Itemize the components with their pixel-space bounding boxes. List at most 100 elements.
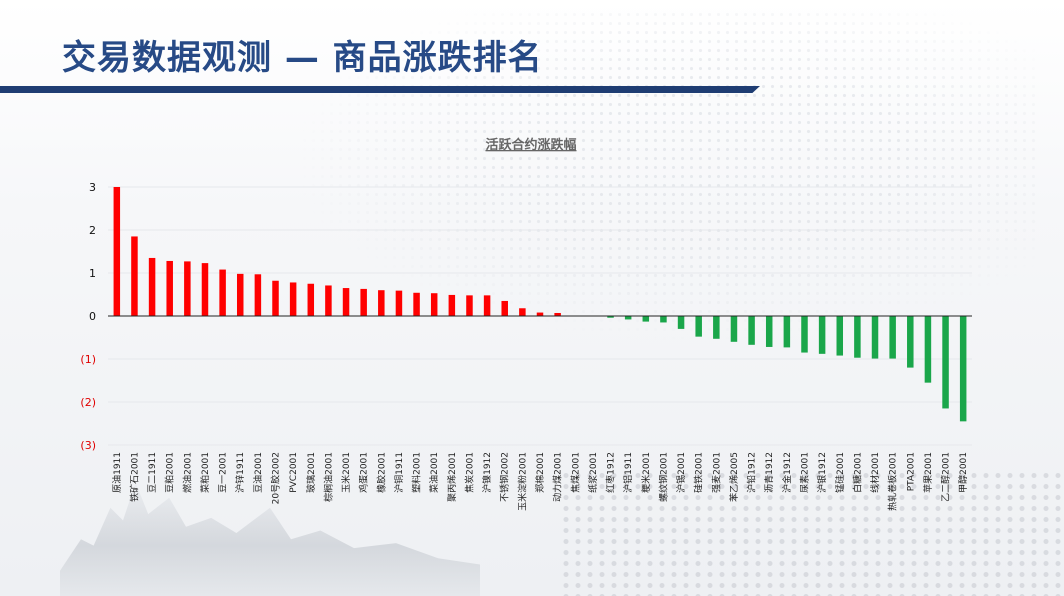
y-tick-label: 3 — [89, 181, 96, 194]
x-tick-label: 沪铝1911 — [622, 452, 634, 493]
bar — [854, 316, 861, 358]
x-tick-label: 热轧卷板2001 — [887, 452, 899, 511]
bar — [642, 316, 650, 322]
bar — [113, 187, 121, 316]
bar — [818, 316, 826, 354]
x-tick-label: 沪金1912 — [781, 452, 793, 493]
x-tick-label: 沪镍1912 — [481, 452, 493, 493]
x-tick-label: 线材2001 — [869, 452, 881, 493]
bar — [924, 316, 932, 383]
bar — [413, 292, 420, 316]
x-tick-label: 苹果2001 — [922, 452, 934, 493]
x-tick-label: PVC2001 — [289, 452, 299, 493]
x-tick-label: 棕榈油2001 — [322, 452, 334, 502]
x-tick-label: 橡胶2001 — [375, 452, 387, 493]
x-axis-labels: 原油1911 铁矿石2001 豆二1911 豆粕2001 燃油2001 菜粕2001 豆一2… — [111, 452, 969, 511]
bar — [360, 288, 367, 316]
x-tick-label: 尿素2001 — [798, 452, 810, 493]
x-tick-label: 豆一2001 — [218, 452, 229, 493]
y-tick-label: (1) — [80, 353, 96, 366]
y-tick-label: (3) — [80, 439, 96, 452]
x-tick-label: 硅铁2001 — [693, 452, 705, 493]
y-axis: 3 2 1 0 (1) (2) (3) — [80, 181, 96, 452]
x-tick-label: 锰硅2001 — [834, 452, 846, 493]
x-tick-label: 沪银1912 — [816, 452, 828, 493]
x-tick-label: 焦炭2001 — [463, 452, 475, 493]
x-tick-label: 沪铅1912 — [746, 452, 758, 493]
bar — [554, 312, 561, 316]
bar — [201, 263, 209, 316]
x-tick-label: 鸡蛋2001 — [358, 452, 370, 493]
x-tick-label: 20号胶2002 — [270, 452, 282, 504]
bar — [131, 236, 138, 316]
x-tick-label: 苯乙烯2005 — [728, 452, 740, 502]
x-tick-label: 铁矿石2001 — [128, 452, 140, 502]
bar — [395, 290, 403, 316]
bar — [889, 316, 896, 359]
x-tick-label: 甲醇2001 — [957, 452, 969, 493]
page-title: 交易数据观测 — 商品涨跌排名 — [62, 38, 543, 78]
x-tick-label: 焦煤2001 — [569, 452, 581, 493]
x-tick-label: 豆粕2001 — [164, 452, 176, 493]
x-tick-label: 塑料2001 — [411, 452, 423, 493]
x-tick-label: 纸浆2001 — [587, 452, 599, 493]
x-tick-label: PTA2001 — [906, 452, 916, 491]
bar — [219, 269, 226, 316]
x-tick-label: 沥青1912 — [763, 452, 775, 493]
world-map-dot-pattern — [300, 10, 1040, 340]
bar — [519, 308, 526, 316]
bar — [342, 288, 350, 316]
bar — [501, 300, 508, 316]
bar — [730, 316, 738, 342]
x-tick-label: 不锈钢2002 — [499, 452, 511, 502]
bar — [695, 316, 702, 337]
x-tick-label: 沪锌1911 — [234, 452, 246, 493]
bar — [254, 274, 262, 316]
bar — [448, 294, 456, 316]
x-tick-label: 螺纹钢2001 — [657, 452, 669, 502]
x-tick-label: 白糖2001 — [851, 452, 863, 493]
bar — [765, 316, 773, 347]
bar — [430, 293, 438, 316]
x-tick-label: 玻璃2001 — [305, 452, 317, 493]
x-tick-label: 燃油2001 — [181, 452, 193, 493]
bar — [677, 316, 685, 329]
bar — [836, 316, 844, 356]
bar — [184, 261, 191, 316]
x-tick-label: 沪锡2001 — [675, 452, 687, 493]
x-tick-label: 原油1911 — [111, 452, 123, 493]
title-underline-band — [0, 86, 760, 93]
x-tick-label: 动力煤2001 — [552, 452, 564, 502]
x-tick-label: 玉米淀粉2001 — [516, 452, 528, 511]
x-tick-label: 粳米2001 — [640, 452, 652, 493]
bar — [166, 260, 173, 316]
bar — [378, 290, 385, 316]
bar — [942, 316, 949, 409]
bar — [801, 316, 808, 353]
y-tick-label: 0 — [89, 310, 96, 323]
bar — [236, 273, 244, 316]
x-tick-label: 沪铜1911 — [393, 452, 405, 493]
bar — [466, 295, 473, 316]
y-tick-label: 1 — [89, 267, 96, 280]
bar — [307, 283, 315, 316]
y-tick-label: 2 — [89, 224, 96, 237]
bar — [483, 295, 491, 316]
x-tick-label: 玉米2001 — [340, 452, 352, 493]
x-tick-label: 菜粕2001 — [199, 452, 211, 493]
bar — [325, 285, 332, 316]
bar — [748, 316, 755, 345]
bar — [660, 316, 667, 323]
bar — [959, 316, 967, 422]
bar — [783, 316, 791, 348]
bar — [607, 316, 614, 318]
bar — [272, 280, 279, 316]
x-tick-label: 豆油2001 — [252, 452, 264, 493]
hexagon-floor-pattern — [560, 470, 1064, 596]
chart-title: 活跃合约涨跌幅 — [485, 137, 576, 153]
y-tick-label: (2) — [80, 396, 96, 409]
x-tick-label: 强麦2001 — [710, 452, 722, 493]
bar — [289, 282, 297, 316]
bar — [907, 316, 914, 368]
